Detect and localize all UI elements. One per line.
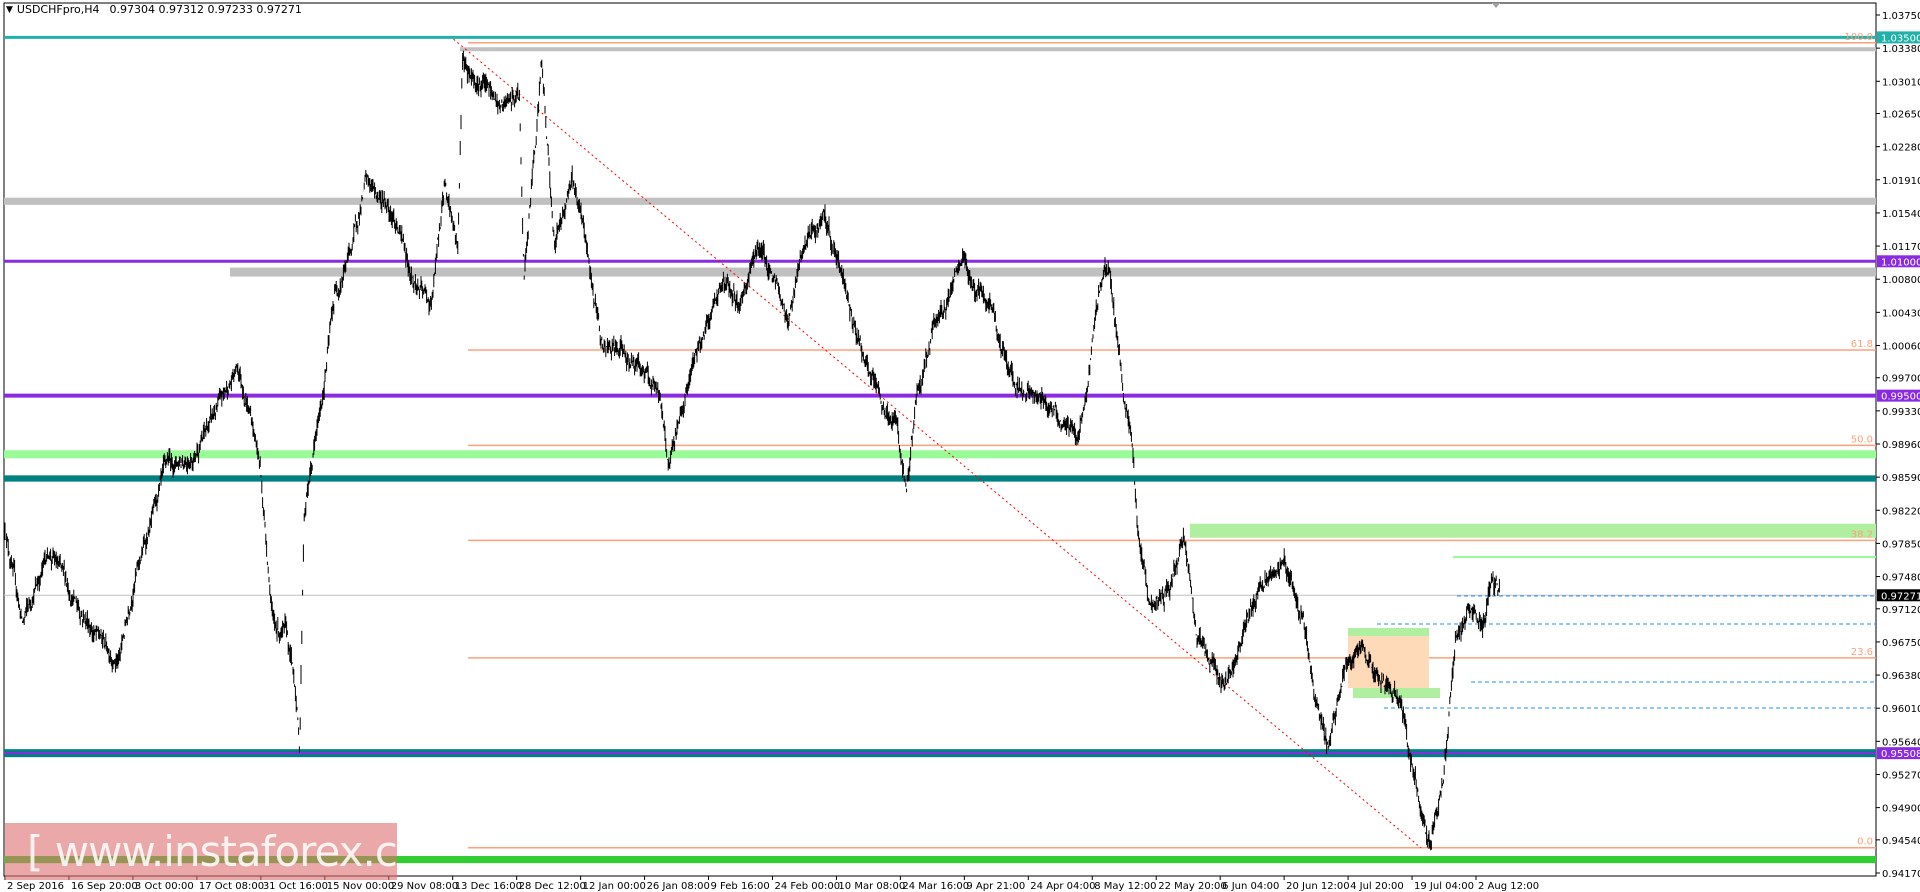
- time-tick-label: 15 Nov 00:00: [327, 881, 394, 892]
- price-label-box: [1877, 589, 1920, 602]
- time-tick-label: 4 Jul 20:00: [1350, 881, 1404, 892]
- price-tick-label: 0.94900: [1882, 804, 1920, 815]
- time-tick-label: 16 Sep 20:00: [71, 881, 138, 892]
- price-tick-label: 1.02280: [1882, 143, 1920, 154]
- price-tick-label: 0.95640: [1882, 737, 1920, 748]
- price-label-box: [1877, 747, 1920, 760]
- range-box-top: [1348, 628, 1429, 636]
- price-tick-label: 0.95270: [1882, 770, 1920, 781]
- time-tick-label: 24 Mar 16:00: [902, 881, 969, 892]
- level-band: [4, 197, 1876, 205]
- time-tick-label: 2 Sep 2016: [7, 881, 64, 892]
- triangle-down-icon[interactable]: ▼: [6, 4, 13, 15]
- time-tick-label: 12 Jan 00:00: [583, 881, 646, 892]
- price-tick-label: 1.01910: [1882, 176, 1920, 187]
- plot-area[interactable]: [3, 2, 1877, 877]
- price-tick-label: 1.00430: [1882, 308, 1920, 319]
- price-label-text: 1.03500: [1881, 33, 1920, 44]
- green-zone: [1190, 523, 1876, 538]
- level-band: [4, 855, 1876, 864]
- price-tick-label: 0.96750: [1882, 638, 1920, 649]
- price-tick-label: 0.98220: [1882, 506, 1920, 517]
- price-label-text: 1.01000: [1881, 257, 1920, 268]
- time-tick-label: 9 Apr 21:00: [966, 881, 1025, 892]
- price-tick-label: 0.97480: [1882, 573, 1920, 584]
- instaforex-watermark: [ www.instaforex.com ]: [5, 823, 397, 880]
- time-tick-label: 13 Dec 16:00: [455, 881, 522, 892]
- time-tick-label: 29 Nov 08:00: [391, 881, 458, 892]
- price-tick-label: 0.99330: [1882, 407, 1920, 418]
- price-tick-label: 0.96380: [1882, 671, 1920, 682]
- price-tick-label: 0.94170: [1882, 869, 1920, 880]
- chart-header: ▼ USDCHFpro,H4 0.97304 0.97312 0.97233 0…: [6, 3, 302, 16]
- price-tick-label: 0.97850: [1882, 539, 1920, 550]
- fib-level-label: 50.0: [1851, 434, 1873, 445]
- price-tick-label: 0.98960: [1882, 440, 1920, 451]
- chart-shift-icon[interactable]: [1492, 3, 1500, 8]
- price-tick-label: 1.03750: [1882, 11, 1920, 22]
- time-tick-label: 19 Jul 04:00: [1414, 881, 1474, 892]
- fib-level-label: 61.8: [1851, 339, 1873, 350]
- price-label-text: 0.97271: [1881, 591, 1920, 602]
- price-tick-label: 1.03010: [1882, 77, 1920, 88]
- price-tick-label: 0.99700: [1882, 374, 1920, 385]
- level-band: [4, 475, 1876, 482]
- symbol-label: USDCHFpro,H4: [16, 3, 100, 16]
- price-label-box: [1877, 389, 1920, 402]
- time-tick-label: 20 Jun 12:00: [1286, 881, 1350, 892]
- price-tick-label: 0.94540: [1882, 836, 1920, 847]
- time-tick-label: 17 Oct 08:00: [199, 881, 264, 892]
- fib-level-label: 38.2: [1851, 529, 1873, 540]
- time-tick-label: 6 Jun 04:00: [1222, 881, 1279, 892]
- price-tick-label: 1.00800: [1882, 275, 1920, 286]
- trendline[interactable]: [453, 38, 1422, 849]
- price-tick-label: 0.98590: [1882, 473, 1920, 484]
- price-tick-label: 0.97120: [1882, 605, 1920, 616]
- time-tick-label: 24 Apr 04:00: [1030, 881, 1095, 892]
- time-tick-label: 10 Mar 08:00: [838, 881, 905, 892]
- time-tick-label: 2 Aug 12:00: [1478, 881, 1539, 892]
- time-tick-label: 3 Oct 00:00: [135, 881, 194, 892]
- time-tick-label: 24 Feb 00:00: [774, 881, 840, 892]
- price-label-text: 0.99500: [1881, 392, 1920, 403]
- fib-level-label: 0.0: [1857, 837, 1873, 848]
- time-tick-label: 22 May 20:00: [1158, 881, 1227, 892]
- price-label-box: [1877, 31, 1920, 44]
- price-tick-label: 1.01170: [1882, 242, 1920, 253]
- price-tick-label: 1.01540: [1882, 209, 1920, 220]
- price-tick-label: 0.96010: [1882, 704, 1920, 715]
- price-label-box: [1877, 255, 1920, 268]
- price-tick-label: 1.02650: [1882, 110, 1920, 121]
- ohlc-values: 0.97304 0.97312 0.97233 0.97271: [109, 3, 302, 16]
- level-band: [4, 450, 1876, 459]
- price-label-text: 0.95508: [1881, 749, 1920, 760]
- gray-zone: [460, 47, 1876, 52]
- fib-level-label: 23.6: [1851, 647, 1873, 658]
- fib-level-label: 100.0: [1844, 32, 1873, 43]
- time-tick-label: 8 May 12:00: [1094, 881, 1156, 892]
- price-tick-label: 1.00060: [1882, 341, 1920, 352]
- time-tick-label: 28 Dec 12:00: [519, 881, 586, 892]
- gray-zone: [230, 267, 1876, 277]
- time-tick-label: 31 Oct 16:00: [263, 881, 328, 892]
- time-tick-label: 9 Feb 16:00: [711, 881, 770, 892]
- time-tick-label: 26 Jan 08:00: [647, 881, 710, 892]
- price-tick-label: 1.03380: [1882, 44, 1920, 55]
